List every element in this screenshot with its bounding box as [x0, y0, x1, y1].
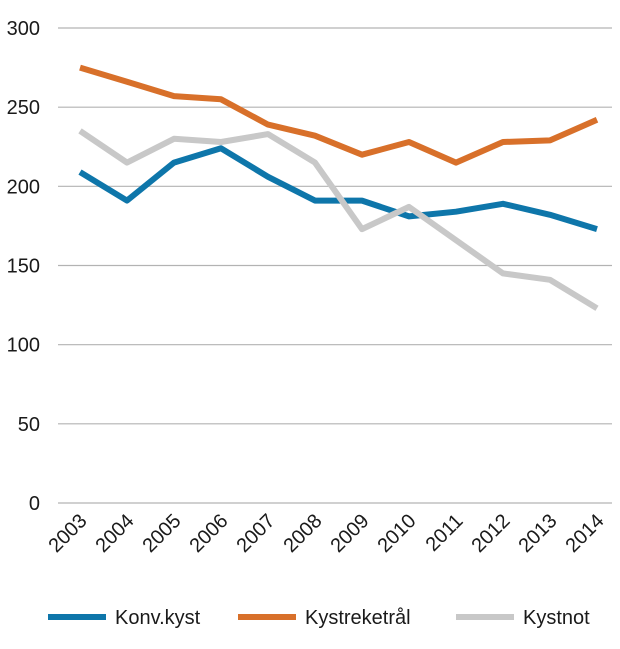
- y-tick-label: 100: [7, 335, 40, 357]
- legend-label: Kystreketrål: [305, 607, 411, 629]
- x-tick-label: 2007: [233, 510, 280, 557]
- series-line-0: [78, 145, 598, 232]
- y-tick-label: 200: [7, 176, 40, 198]
- x-tick-label: 2005: [139, 510, 186, 557]
- gridlines: [58, 27, 612, 504]
- y-axis-tick-labels: 0 50 100 150 200 250 300: [7, 18, 40, 515]
- x-tick-label: 2010: [374, 510, 421, 557]
- y-tick-label: 300: [7, 18, 40, 40]
- x-tick-label: 2003: [45, 510, 92, 557]
- series-line-1: [79, 64, 599, 166]
- x-tick-label: 2014: [562, 510, 609, 557]
- y-tick-label: 150: [7, 256, 40, 278]
- legend-label: Konv.kyst: [115, 607, 201, 629]
- legend: Konv.kyst Kystreketrål Kystnot: [48, 607, 590, 629]
- y-tick-label: 250: [7, 97, 40, 119]
- x-tick-label: 2011: [422, 510, 468, 556]
- x-axis-tick-labels: 2003 2004 2005 2006 2007 2008 2009 2010 2011 2012…: [45, 510, 609, 557]
- x-tick-label: 2004: [92, 510, 139, 557]
- y-tick-label: 50: [18, 414, 40, 436]
- x-tick-label: 2008: [280, 510, 327, 557]
- x-tick-label: 2006: [186, 510, 233, 557]
- y-tick-label: 0: [29, 493, 40, 515]
- x-tick-label: 2009: [327, 510, 374, 557]
- series-line-2: [78, 128, 599, 311]
- x-tick-label: 2012: [468, 510, 515, 557]
- series-lines: [78, 64, 599, 311]
- x-tick-label: 2013: [515, 510, 562, 557]
- legend-label: Kystnot: [523, 607, 590, 629]
